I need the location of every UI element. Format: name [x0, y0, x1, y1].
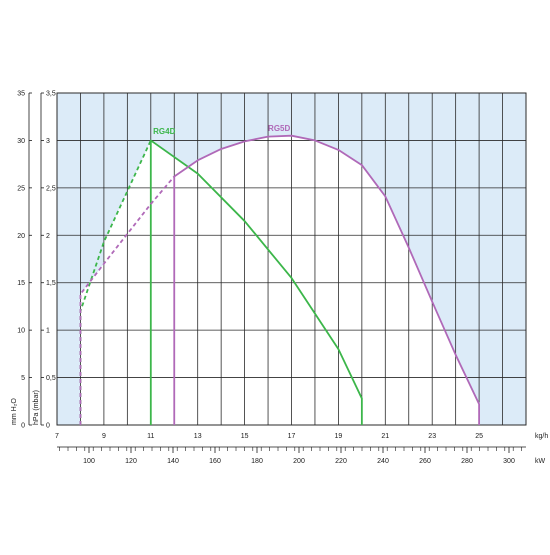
grid — [56, 92, 527, 426]
y-tick-label-mmh2o: 5 — [21, 375, 25, 382]
x-tick-label-kg: 23 — [428, 433, 436, 440]
x-tick-label-kg: 21 — [381, 433, 389, 440]
y-unit-mmh2o: mm H₂O — [11, 398, 18, 425]
x-tick-label-kw: 280 — [461, 458, 473, 465]
x-tick-label-kg: 19 — [335, 433, 343, 440]
x-tick-label-kg: 17 — [288, 433, 296, 440]
x-tick-label-kg: 11 — [147, 433, 154, 440]
y-tick-label-mbar: 1 — [46, 328, 50, 335]
plot-frame — [56, 92, 527, 426]
labels: RG4D RG5D000,551101,5152202,5253303,535mm… — [11, 91, 548, 466]
y-tick-label-mmh2o: 25 — [17, 185, 25, 192]
y-tick-label-mbar: 3 — [46, 138, 50, 145]
y-tick-label-mbar: 2 — [46, 233, 50, 240]
y-tick-label-mmh2o: 20 — [17, 233, 25, 240]
x-tick-label-kw: 140 — [167, 458, 179, 465]
y-tick-label-mbar: 3,5 — [46, 91, 56, 98]
series-label-RG5D: RG5D — [268, 124, 290, 133]
series-RG4D-solid — [149, 139, 363, 425]
y-tick-label-mbar: 0 — [46, 423, 50, 430]
series-group — [79, 134, 480, 425]
series-label-RG4D: RG4D — [153, 127, 175, 136]
x-unit-kg: kg/h — [535, 433, 548, 440]
y-tick-label-mbar: 2,5 — [46, 185, 56, 192]
axes — [28, 92, 526, 453]
x-tick-label-kg: 9 — [102, 433, 106, 440]
y-tick-label-mmh2o: 15 — [17, 280, 25, 287]
plot-white-region — [80, 135, 480, 425]
x-tick-label-kg: 15 — [241, 433, 249, 440]
x-tick-label-kw: 300 — [503, 458, 515, 465]
series-RG5D-solid — [173, 134, 480, 425]
x-unit-kw: kW — [535, 458, 546, 465]
x-tick-label-kw: 100 — [83, 458, 95, 465]
y-tick-label-mmh2o: 0 — [21, 423, 25, 430]
series-RG5D-dashed — [79, 175, 175, 425]
y-tick-label-mbar: 1,5 — [46, 280, 56, 287]
y-tick-label-mmh2o: 30 — [17, 138, 25, 145]
x-tick-label-kw: 180 — [251, 458, 263, 465]
x-tick-label-kw: 200 — [293, 458, 305, 465]
y-tick-label-mmh2o: 10 — [17, 328, 25, 335]
x-tick-label-kg: 7 — [55, 433, 59, 440]
x-tick-label-kw: 240 — [377, 458, 389, 465]
y-tick-label-mmh2o: 35 — [17, 91, 25, 98]
x-tick-label-kg: 25 — [475, 433, 483, 440]
y-tick-label-mbar: 0,5 — [46, 375, 56, 382]
x-tick-label-kg: 13 — [194, 433, 202, 440]
x-tick-label-kw: 160 — [209, 458, 221, 465]
x-tick-label-kw: 260 — [419, 458, 431, 465]
x-tick-label-kw: 220 — [335, 458, 347, 465]
y-unit-mbar: hPa (mbar) — [33, 390, 40, 425]
x-tick-label-kw: 120 — [125, 458, 137, 465]
